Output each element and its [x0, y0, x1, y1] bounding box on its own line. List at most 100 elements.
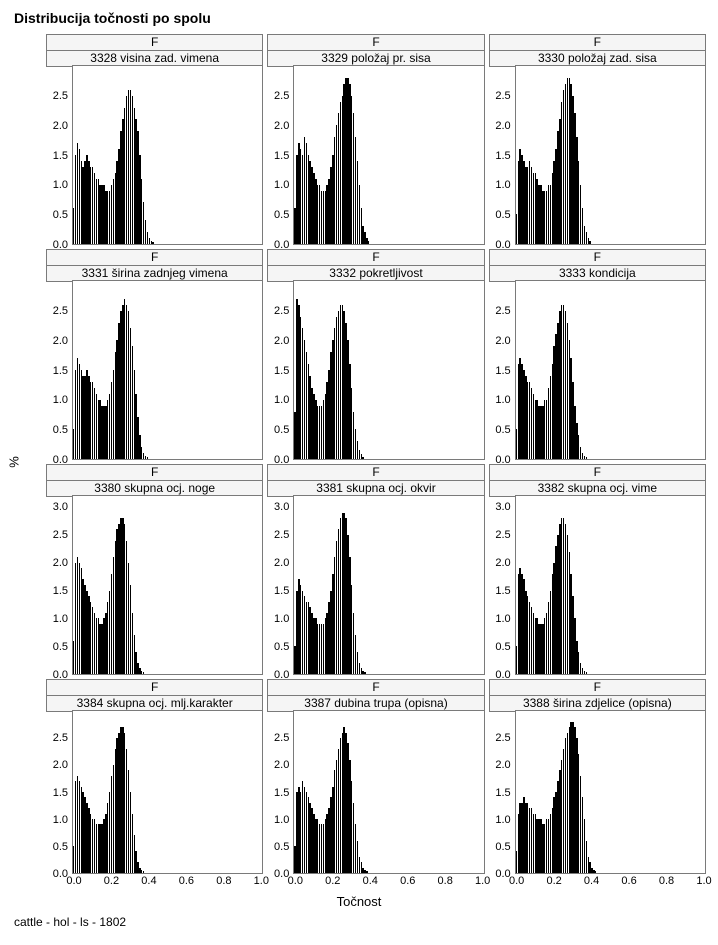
chart-panel: F3330 položaj zad. sisa0.00.51.01.52.02.…	[487, 32, 708, 247]
panel-group-header: F	[46, 679, 263, 696]
x-tick-label: 0.8	[438, 875, 453, 887]
y-tick-label: 1.0	[495, 179, 510, 191]
plot-area	[293, 710, 484, 874]
plot-area	[515, 280, 706, 460]
histogram-bars	[516, 711, 705, 873]
histogram-bars	[73, 281, 262, 459]
x-tick-label: 0.6	[400, 875, 415, 887]
y-tick-label: 1.5	[495, 585, 510, 597]
histogram-bars	[73, 66, 262, 244]
chart-panel: F3333 kondicija0.00.51.01.52.02.5	[487, 247, 708, 462]
histogram-bars	[294, 496, 483, 674]
panel-group-header: F	[267, 34, 484, 51]
histogram-bar	[147, 457, 148, 459]
y-ticks: 0.00.51.01.52.02.5	[267, 281, 293, 460]
chart-panel: F3384 skupna ocj. mlj.karakter0.00.51.01…	[44, 677, 265, 892]
y-tick-label: 0.5	[495, 641, 510, 653]
x-tick-label: 0.0	[288, 875, 303, 887]
plot-wrap: 0.00.51.01.52.02.5	[46, 281, 263, 460]
panel-grid: % F3328 visina zad. vimena0.00.51.01.52.…	[10, 32, 708, 892]
histogram-bars	[73, 711, 262, 873]
x-ticks: 0.00.20.40.60.81.0	[517, 874, 704, 892]
y-tick-label: 2.0	[53, 759, 68, 771]
x-tick-label: 0.0	[66, 875, 81, 887]
x-tick-label: 1.0	[696, 875, 711, 887]
x-tick-label: 0.0	[509, 875, 524, 887]
plot-wrap: 0.00.51.01.52.02.5	[489, 281, 706, 460]
x-tick-label: 0.4	[363, 875, 378, 887]
y-ticks: 0.00.51.01.52.02.53.0	[267, 496, 293, 675]
y-tick-label: 1.0	[274, 394, 289, 406]
y-tick-label: 0.5	[274, 641, 289, 653]
x-tick-label: 0.6	[179, 875, 194, 887]
y-tick-label: 0.5	[495, 209, 510, 221]
plot-wrap: 0.00.51.01.52.02.5	[267, 711, 484, 874]
y-tick-label: 2.5	[53, 90, 68, 102]
plot-wrap: 0.00.51.01.52.02.5	[46, 66, 263, 245]
x-ticks: 0.00.20.40.60.81.0	[74, 874, 261, 892]
y-tick-label: 0.5	[495, 841, 510, 853]
y-axis-label: %	[7, 456, 22, 468]
y-tick-label: 3.0	[274, 501, 289, 513]
chart-panel: F3382 skupna ocj. vime0.00.51.01.52.02.5…	[487, 462, 708, 677]
y-tick-label: 1.5	[274, 585, 289, 597]
y-tick-label: 1.0	[495, 613, 510, 625]
histogram-bars	[516, 496, 705, 674]
y-tick-label: 3.0	[53, 501, 68, 513]
histogram-bar	[143, 672, 144, 674]
y-tick-label: 1.0	[53, 179, 68, 191]
plot-wrap: 0.00.51.01.52.02.53.0	[267, 496, 484, 675]
y-tick-label: 2.0	[53, 557, 68, 569]
y-tick-label: 2.0	[274, 557, 289, 569]
plot-area	[515, 710, 706, 874]
y-tick-label: 1.5	[495, 150, 510, 162]
y-tick-label: 1.5	[274, 787, 289, 799]
y-tick-label: 0.5	[274, 841, 289, 853]
chart-panel: F3332 pokretljivost0.00.51.01.52.02.5	[265, 247, 486, 462]
chart-panel: F3387 dubina trupa (opisna)0.00.51.01.52…	[265, 677, 486, 892]
y-ticks: 0.00.51.01.52.02.53.0	[46, 496, 72, 675]
histogram-bar	[586, 672, 587, 674]
x-axis: 0.00.20.40.60.81.0	[489, 874, 706, 892]
y-tick-label: 2.0	[274, 335, 289, 347]
plot-wrap: 0.00.51.01.52.02.53.0	[46, 496, 263, 675]
y-tick-label: 2.5	[274, 90, 289, 102]
plot-wrap: 0.00.51.01.52.02.53.0	[489, 496, 706, 675]
y-ticks: 0.00.51.01.52.02.53.0	[489, 496, 515, 675]
x-tick-label: 0.4	[584, 875, 599, 887]
page: Distribucija točnosti po spolu % F3328 v…	[0, 0, 718, 945]
histogram-bars	[294, 66, 483, 244]
y-ticks: 0.00.51.01.52.02.5	[46, 66, 72, 245]
y-tick-label: 2.5	[53, 732, 68, 744]
y-tick-label: 1.5	[53, 787, 68, 799]
plot-area	[72, 280, 263, 460]
page-title: Distribucija točnosti po spolu	[14, 10, 708, 26]
y-tick-label: 2.0	[495, 335, 510, 347]
y-tick-label: 2.5	[274, 529, 289, 541]
panel-group-header: F	[46, 34, 263, 51]
y-tick-label: 0.5	[274, 209, 289, 221]
histogram-bar	[595, 871, 596, 873]
plot-wrap: 0.00.51.01.52.02.5	[267, 281, 484, 460]
panel-group-header: F	[489, 679, 706, 696]
y-tick-label: 2.5	[274, 305, 289, 317]
plot-wrap: 0.00.51.01.52.02.5	[489, 711, 706, 874]
y-tick-label: 1.0	[495, 814, 510, 826]
panel-group-header: F	[267, 249, 484, 266]
y-tick-label: 2.0	[53, 120, 68, 132]
y-ticks: 0.00.51.01.52.02.5	[46, 281, 72, 460]
histogram-bar	[368, 241, 369, 244]
x-tick-label: 0.4	[141, 875, 156, 887]
histogram-bars	[73, 496, 262, 674]
y-tick-label: 0.5	[53, 641, 68, 653]
y-tick-label: 2.0	[53, 335, 68, 347]
y-tick-label: 3.0	[495, 501, 510, 513]
y-tick-label: 0.5	[274, 424, 289, 436]
plot-wrap: 0.00.51.01.52.02.5	[46, 711, 263, 874]
histogram-bars	[516, 66, 705, 244]
y-tick-label: 2.0	[495, 557, 510, 569]
y-tick-label: 0.5	[53, 209, 68, 221]
y-tick-label: 1.0	[53, 613, 68, 625]
x-axis: 0.00.20.40.60.81.0	[46, 874, 263, 892]
y-tick-label: 2.5	[53, 529, 68, 541]
